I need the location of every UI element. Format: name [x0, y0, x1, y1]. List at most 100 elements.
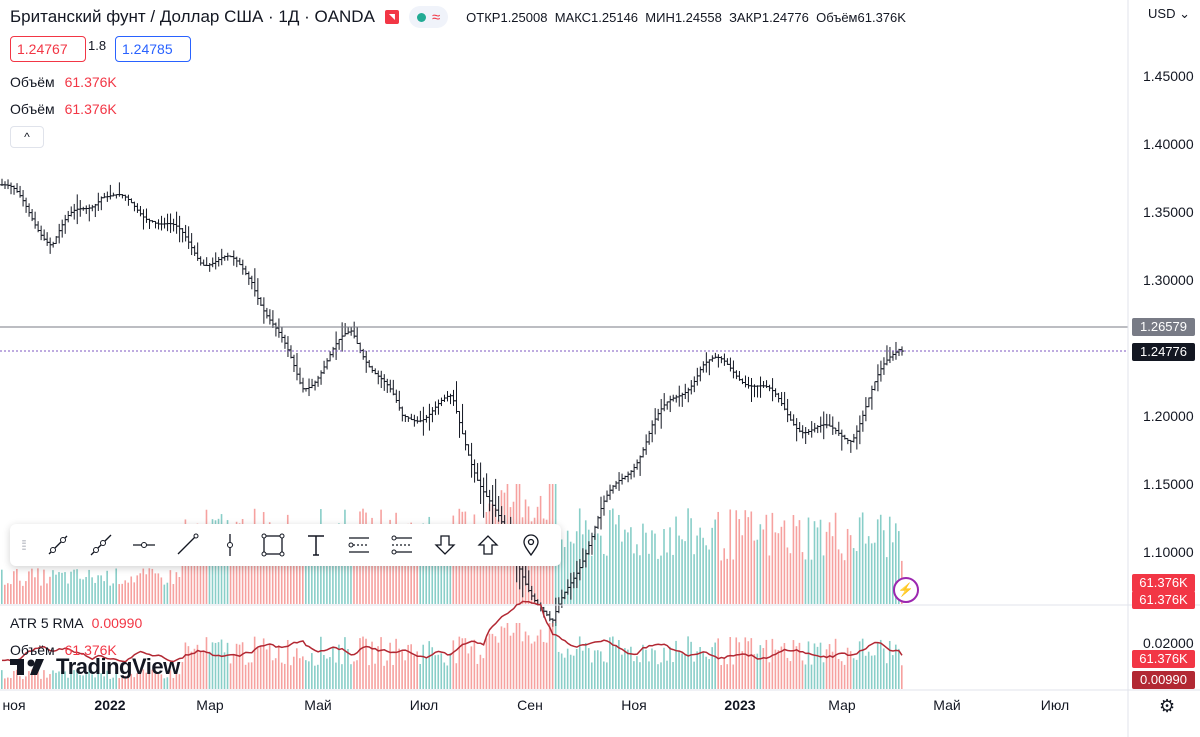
volume-bar-lower [64, 671, 66, 689]
volume-bar [160, 577, 163, 604]
volume-bar-lower [82, 675, 84, 689]
volume-bar [139, 573, 142, 604]
volume-bar-lower [407, 644, 409, 689]
volume-bar-lower [446, 665, 449, 689]
volume-bar-lower [512, 632, 515, 689]
buy-button[interactable]: 1.24785 [115, 36, 191, 62]
gear-icon[interactable]: ⚙ [1159, 696, 1176, 716]
ohlc-bar [782, 391, 787, 411]
arrow-up-tool[interactable] [466, 524, 509, 566]
rectangle-tool[interactable] [251, 524, 294, 566]
vertical-line-tool[interactable] [208, 524, 251, 566]
volume-bar-lower [843, 664, 846, 689]
volume-legend-label: Объём [10, 74, 55, 90]
volume-bar-lower [314, 665, 316, 689]
ohlc-bar [430, 407, 435, 423]
volume-bar-lower [816, 646, 819, 689]
time-tick-label: Мар [196, 697, 224, 713]
drag-handle-icon[interactable]: ⁞⁞ [21, 537, 27, 553]
volume-bar-lower [124, 675, 127, 689]
ohlc-bar [662, 393, 667, 412]
pin-tool[interactable] [509, 524, 552, 566]
lightning-icon[interactable]: ⚡ [893, 577, 919, 603]
volume-bar-lower [624, 648, 626, 689]
volume-bar-lower [181, 661, 184, 689]
volume-bar [467, 539, 470, 604]
short-position-tool[interactable] [380, 524, 423, 566]
currency-select[interactable]: USD ⌄ [1148, 6, 1190, 22]
ohlc-bar [586, 541, 591, 555]
ohlc-bar [21, 190, 26, 207]
volume-bar-lower [669, 646, 671, 689]
ohlc-bar [264, 307, 269, 319]
ohlc-bar [466, 444, 471, 456]
atr-legend[interactable]: ATR 5 RMA 0.00990 [10, 615, 142, 631]
volume-bar-lower [861, 638, 864, 689]
tradingview-logo-text: TradingView [56, 654, 180, 679]
volume-bar-lower [798, 642, 801, 689]
ohlc-bar [51, 241, 56, 248]
volume-bar [891, 542, 894, 604]
symbol-title[interactable]: Британский фунт / Доллар США · 1Д · OAND… [10, 7, 375, 26]
ray-tool[interactable] [79, 524, 122, 566]
volume-bar [867, 536, 870, 604]
volume-bar [669, 527, 671, 604]
volume-bar [894, 523, 897, 604]
ohlc-bar [216, 256, 221, 267]
price-tick-label: 1.20000 [1143, 408, 1194, 424]
volume-bar-lower [241, 642, 244, 689]
collapse-legend-button[interactable]: ^ [10, 126, 44, 148]
ohlc-bar [186, 226, 191, 249]
flag-icon[interactable] [384, 10, 399, 24]
ohlc-bar [60, 219, 65, 238]
volume-bar-lower [169, 670, 172, 689]
volume-bar [283, 558, 286, 604]
ohlc-bar [346, 326, 351, 335]
market-status[interactable]: ≈ [408, 6, 449, 28]
volume-bar [434, 542, 437, 604]
volume-bar [609, 510, 611, 604]
ohlc-bar [701, 361, 706, 373]
volume-bar-lower [822, 662, 825, 689]
volume-bar [560, 539, 563, 604]
volume-bar [136, 575, 139, 604]
volume-bar-lower [256, 647, 259, 689]
extended-line-tool[interactable] [165, 524, 208, 566]
long-position-tool[interactable] [337, 524, 380, 566]
volume-legend-lower[interactable]: Объём 61.376K [10, 642, 117, 658]
volume-bar-lower [581, 650, 584, 689]
ohlc-bar [589, 532, 594, 555]
ohlc-bar [421, 406, 426, 436]
sell-button[interactable]: 1.24767 [10, 36, 86, 62]
volume-bar-lower [121, 677, 124, 689]
ohlc-bar [288, 345, 293, 359]
short-position-icon [391, 535, 412, 555]
volume-legend-1[interactable]: Объём 61.376K [10, 74, 117, 90]
volume-bar-lower [283, 663, 286, 689]
ohlc-bar [162, 217, 167, 229]
volume-bar-lower [768, 662, 771, 689]
volume-bar [885, 557, 888, 604]
volume-bar [4, 584, 6, 604]
volume-bar-lower [386, 660, 388, 689]
trend-line-tool[interactable] [36, 524, 79, 566]
volume-bar-lower [783, 643, 786, 689]
text-tool[interactable] [294, 524, 337, 566]
volume-legend-2[interactable]: Объём 61.376K [10, 101, 117, 117]
vertical-line-icon [226, 534, 233, 556]
ohlc-bar [270, 310, 275, 328]
arrow-down-tool[interactable] [423, 524, 466, 566]
volume-bar [22, 585, 24, 604]
volume-bar [70, 571, 72, 604]
volume-bar [660, 555, 662, 604]
horizontal-ray-tool[interactable] [122, 524, 165, 566]
ohlc-bar [123, 194, 128, 201]
volume-bar-lower [112, 677, 114, 689]
ohlc-bar [451, 389, 456, 406]
volume-bar-lower [515, 623, 518, 689]
volume-bar [882, 530, 885, 604]
ohlc-bar [12, 185, 17, 195]
ohlc-bar [478, 462, 483, 504]
tradingview-logo[interactable]: TradingView [10, 654, 180, 680]
